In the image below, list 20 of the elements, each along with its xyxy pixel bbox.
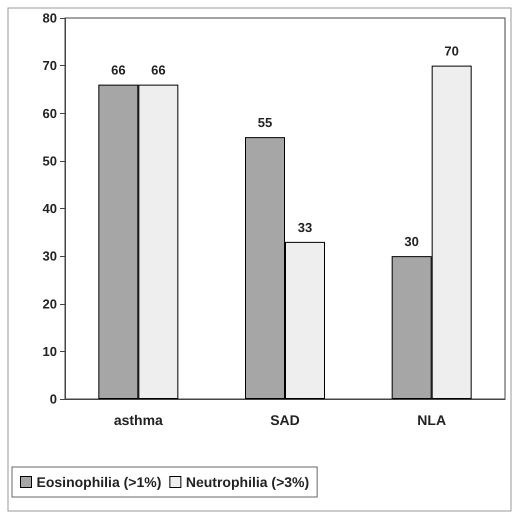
y-tick-label: 50 [42, 153, 57, 168]
y-tick-label: 20 [42, 296, 57, 312]
y-tick-label: 40 [42, 201, 57, 216]
data-label: 70 [444, 44, 459, 59]
data-label: 66 [151, 62, 166, 78]
data-label: 33 [298, 220, 312, 235]
y-tick-label: 80 [42, 10, 57, 26]
x-tick-label: SAD [270, 412, 300, 428]
y-tick-label: 30 [42, 248, 57, 264]
y-tick-label: 0 [50, 392, 57, 406]
x-tick-label: NLA [417, 412, 446, 428]
y-tick-label: 10 [42, 344, 57, 359]
y-tick-label: 60 [42, 106, 57, 121]
legend-label: Neutrophilia (>3%) [186, 474, 310, 490]
x-tick-label: asthma [114, 412, 164, 428]
data-label: 66 [111, 62, 126, 78]
y-tick-label: 70 [42, 58, 57, 74]
legend-label: Eosinophilia (>1%) [36, 474, 162, 490]
data-label: 30 [404, 234, 419, 250]
data-label: 55 [258, 115, 272, 130]
